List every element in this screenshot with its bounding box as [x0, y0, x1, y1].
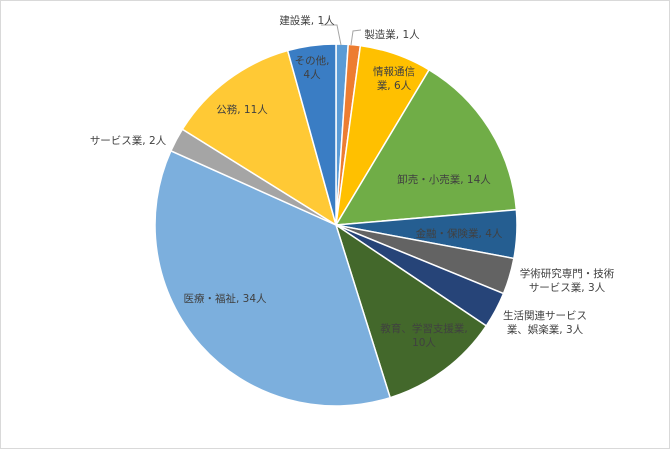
data-label-line: 卸売・小売業, 14人 [397, 173, 491, 186]
data-label-line: 医療・福祉, 34人 [183, 292, 267, 305]
pie-slice [334, 223, 488, 399]
pie-slice [154, 149, 392, 407]
data-label-line: 公務, 11人 [216, 103, 268, 116]
data-label: 建設業, 1人 [279, 14, 335, 27]
pie-slice [334, 68, 518, 226]
data-label-line: 4人 [303, 69, 321, 81]
pie-slice [286, 43, 337, 226]
data-label-line: 業, 6人 [377, 79, 412, 92]
data-label-line: サービス業, 3人 [529, 281, 606, 294]
data-label-line: 建設業, 1人 [279, 14, 335, 27]
data-label: 公務, 11人 [216, 103, 268, 116]
leader-line [321, 24, 342, 46]
data-label: 製造業, 1人 [364, 28, 420, 41]
data-label: 卸売・小売業, 14人 [397, 173, 491, 186]
data-label-line: その他, [295, 54, 330, 67]
pie-slice [181, 49, 338, 227]
data-label-line: 情報通信 [373, 65, 415, 78]
data-label: 金融・保険業, 4人 [416, 227, 503, 240]
data-label: 生活関連サービス業、娯楽業, 3人 [503, 309, 587, 336]
pie-slices [154, 43, 518, 407]
data-label-line: 10人 [412, 337, 436, 349]
data-label: その他, 4人 [295, 54, 330, 81]
data-label-line: 生活関連サービス [503, 309, 587, 322]
leader-lines [321, 24, 362, 46]
data-label-line: 教育、学習支援業, [380, 322, 467, 335]
data-label-line: 学術研究専門・技術 [520, 267, 615, 280]
data-label-line: 金融・保険業, 4人 [416, 227, 503, 240]
data-label: 医療・福祉, 34人 [183, 292, 267, 305]
data-label: サービス業, 2人 [90, 134, 167, 147]
data-label-line: 業、娯楽業, 3人 [507, 323, 584, 336]
data-label-line: 製造業, 1人 [364, 28, 420, 41]
leader-line [350, 29, 362, 46]
data-label: 教育、学習支援業, 10人 [380, 322, 467, 349]
data-label-line: サービス業, 2人 [90, 134, 167, 147]
data-label: 学術研究専門・技術サービス業, 3人 [520, 267, 615, 294]
data-label: 情報通信業, 6人 [373, 65, 415, 92]
